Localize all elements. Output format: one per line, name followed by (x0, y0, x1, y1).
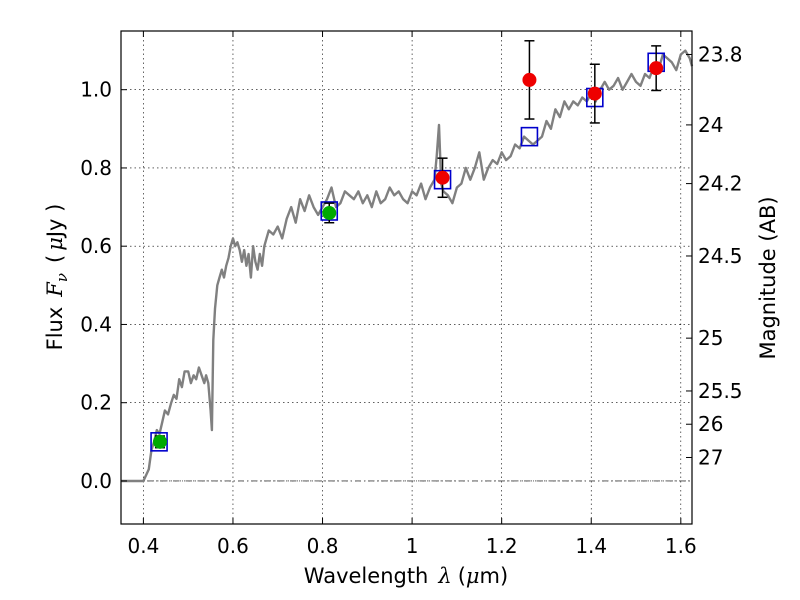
data-points (150, 40, 665, 452)
y-axis-title: FluxFν(μJy ) (43, 204, 71, 351)
red-data-point (649, 61, 664, 76)
y-tick-label: 0.6 (80, 234, 112, 258)
grid-lines (121, 31, 692, 524)
y2-tick-label: 27 (698, 445, 723, 469)
spectrum-line (121, 49, 694, 483)
spectrum-series (121, 49, 694, 483)
y2-tick-label: 25.5 (698, 379, 743, 403)
red-data-point (435, 170, 450, 185)
red-data-point (522, 72, 537, 87)
y-tick-label: 0.0 (80, 469, 112, 493)
y2-tick-label: 24.2 (698, 172, 743, 196)
x-axis-title: Wavelength λ (μm) (304, 564, 508, 588)
y-tick-label: 0.2 (80, 391, 112, 415)
axis-ticks: 0.4 0.6 0.8 1 1.2 1.4 1.6 0.0 0.2 0.4 0.6 0.8 1.0 23.… (80, 31, 743, 558)
y2-axis-title: Magnitude (AB) (756, 196, 780, 359)
x-tick-label: 1.2 (486, 534, 518, 558)
red-data-point (587, 86, 602, 101)
y2-tick-label: 23.8 (698, 42, 743, 66)
x-tick-label: 0.4 (127, 534, 159, 558)
y-tick-label: 1.0 (80, 78, 112, 102)
green-data-point (152, 434, 167, 449)
x-tick-label: 0.8 (307, 534, 339, 558)
x-tick-label: 1.4 (575, 534, 607, 558)
plot-frame (120, 30, 693, 525)
x-tick-label: 1 (406, 534, 419, 558)
x-tick-label: 1.6 (665, 534, 697, 558)
y2-tick-label: 25 (698, 326, 723, 350)
model-square (520, 126, 539, 147)
green-data-point (322, 205, 337, 220)
y2-tick-label: 24 (698, 113, 723, 137)
model-square (150, 432, 168, 452)
y-tick-label: 0.4 (80, 312, 112, 336)
y-tick-label: 0.8 (80, 156, 112, 180)
x-tick-label: 0.6 (217, 534, 249, 558)
y2-tick-label: 24.5 (698, 244, 743, 268)
y2-tick-label: 26 (698, 412, 723, 436)
